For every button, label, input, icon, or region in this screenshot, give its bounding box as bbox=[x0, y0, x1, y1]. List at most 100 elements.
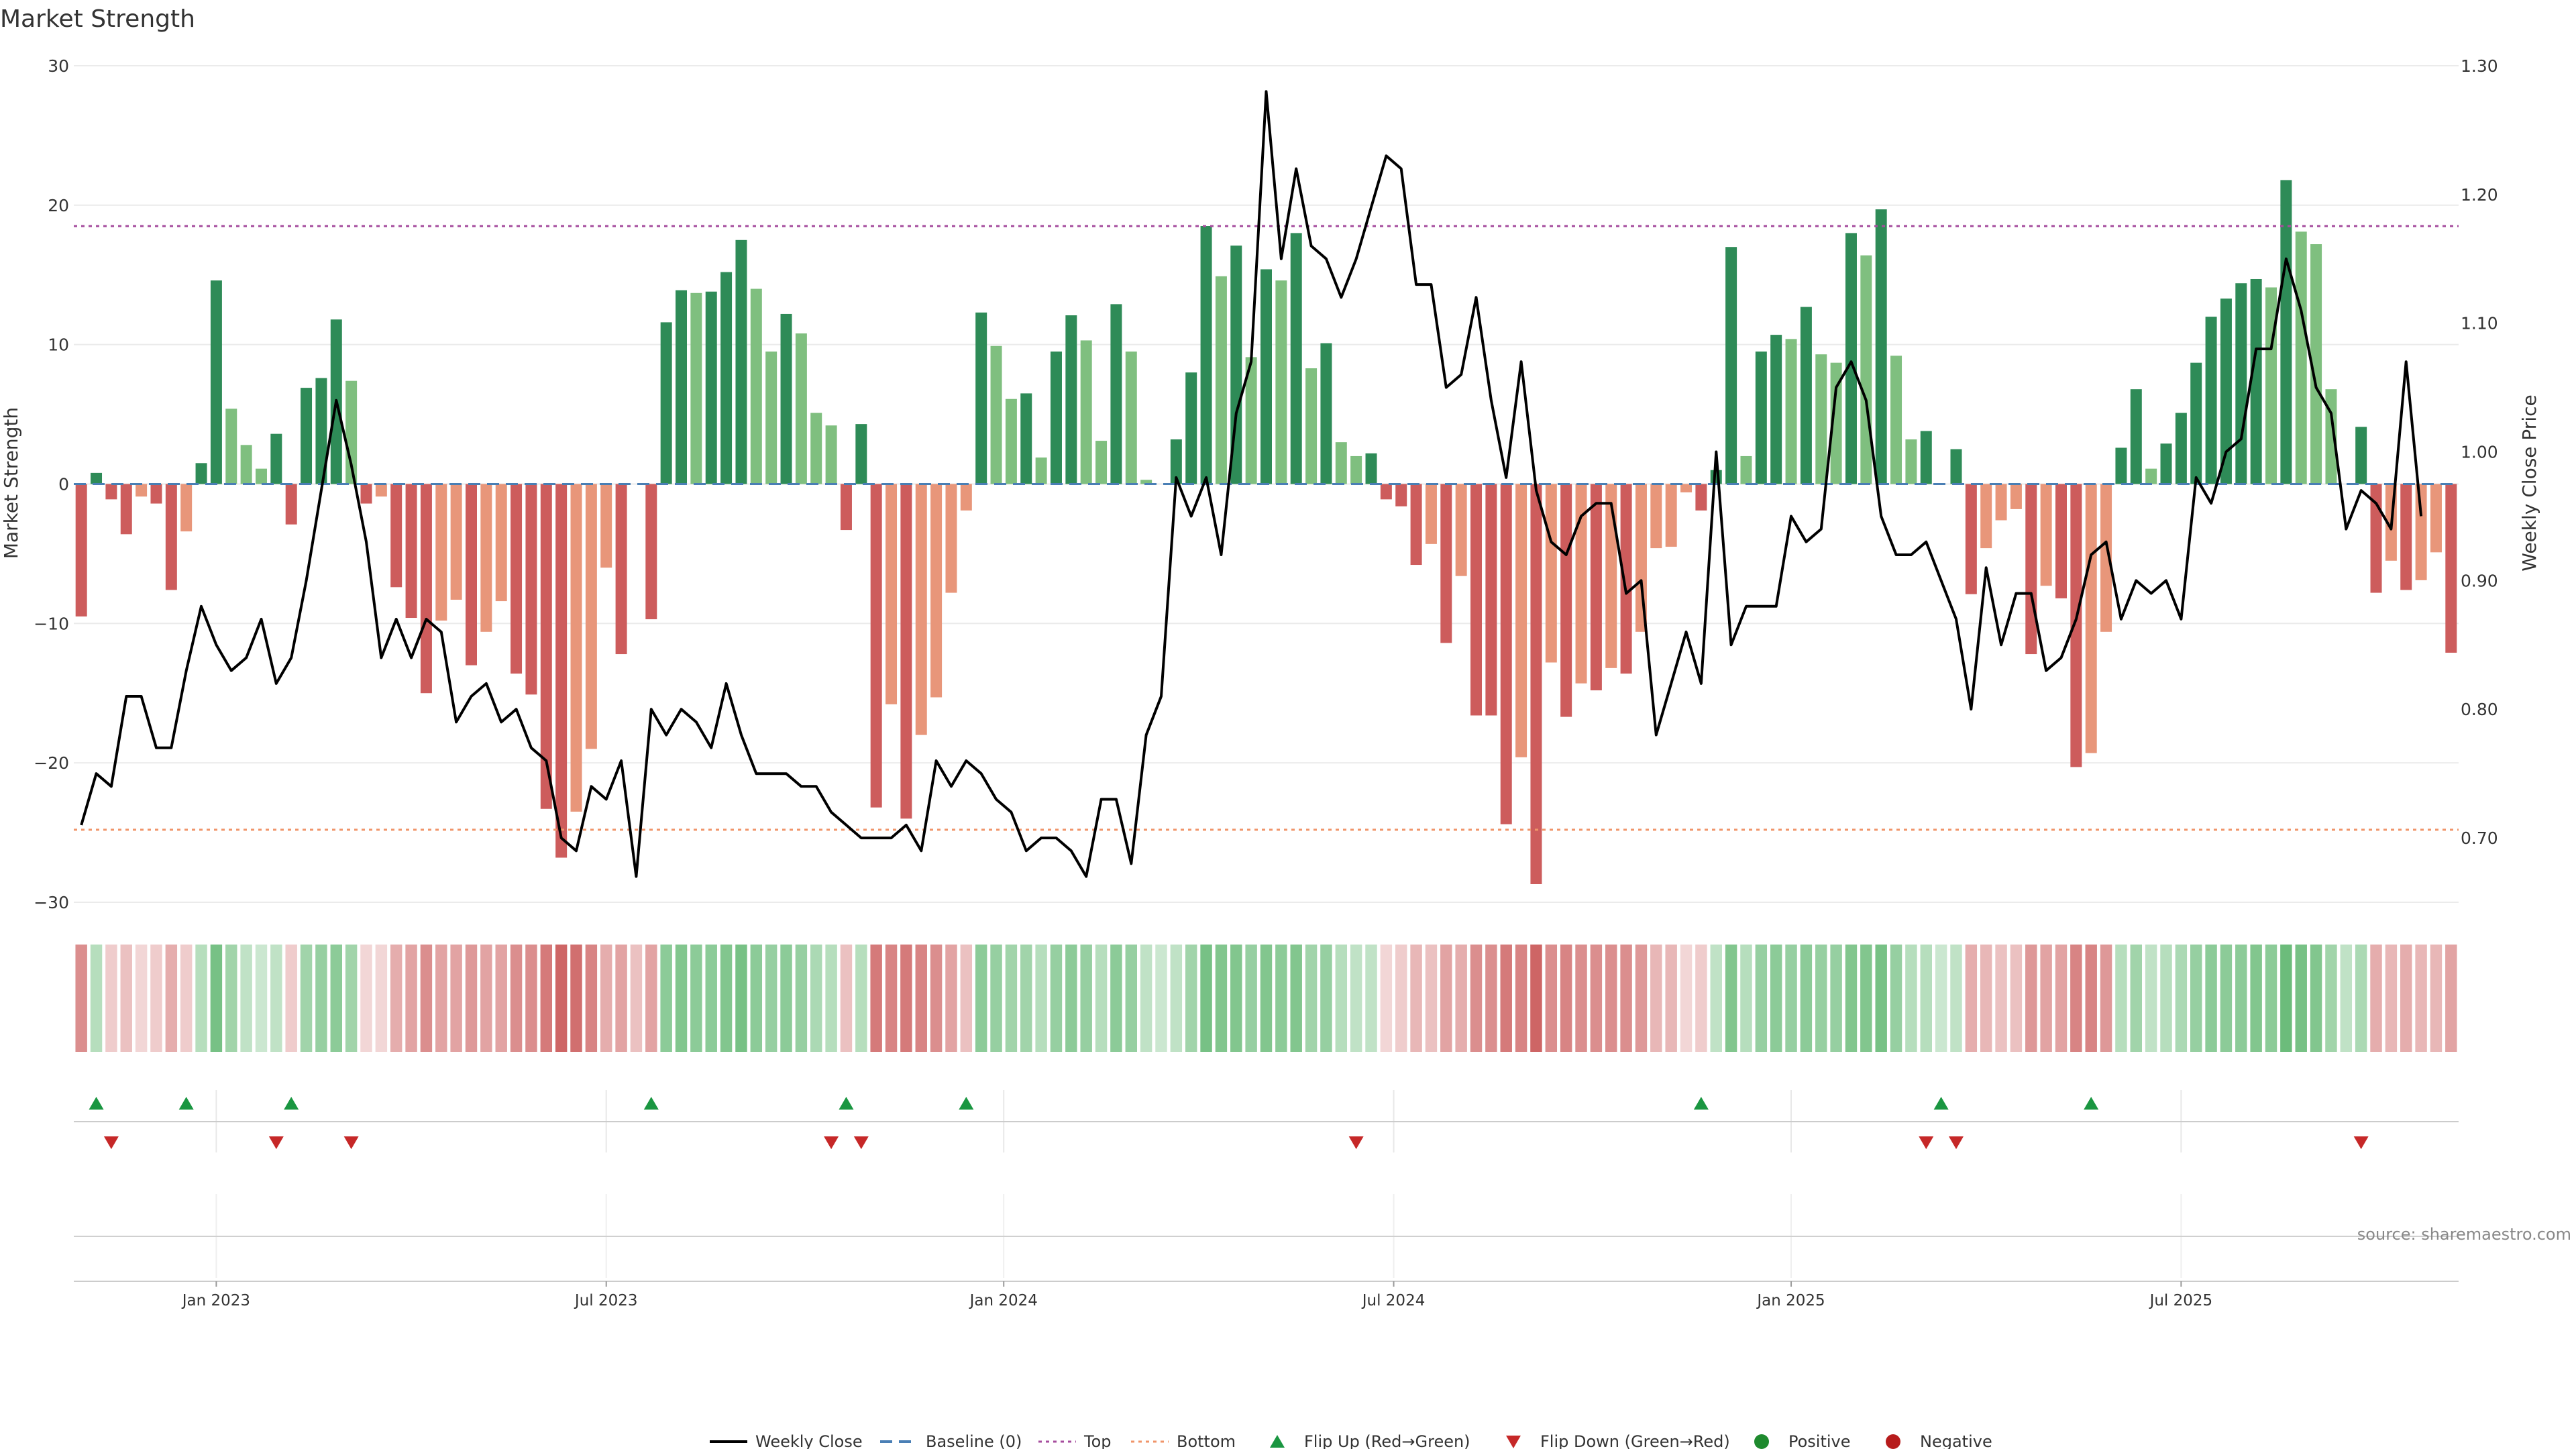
heat-cell bbox=[675, 945, 688, 1052]
heat-cell bbox=[390, 945, 402, 1052]
heat-cell bbox=[315, 945, 327, 1052]
heat-cell bbox=[1005, 945, 1018, 1052]
strength-bar bbox=[1650, 484, 1662, 549]
heat-cell bbox=[2355, 945, 2367, 1052]
strength-bar bbox=[1035, 458, 1047, 484]
heat-cell bbox=[1350, 945, 1362, 1052]
heat-cell bbox=[180, 945, 193, 1052]
strength-bar bbox=[435, 484, 447, 621]
strength-bar bbox=[825, 425, 837, 484]
strength-bar bbox=[255, 468, 267, 484]
heat-cell bbox=[240, 945, 252, 1052]
flip-up-marker bbox=[643, 1097, 659, 1110]
heat-cell bbox=[870, 945, 882, 1052]
strength-bar bbox=[195, 463, 207, 484]
strength-bar bbox=[840, 484, 852, 531]
heat-cell bbox=[1995, 945, 2007, 1052]
heat-cell bbox=[765, 945, 777, 1052]
heat-cell bbox=[555, 945, 568, 1052]
right-tick-label: 0.80 bbox=[2461, 700, 2498, 719]
heat-cell bbox=[1845, 945, 1858, 1052]
heat-cell bbox=[2175, 945, 2188, 1052]
strength-bar bbox=[1125, 352, 1137, 484]
x-tick-label: Jan 2023 bbox=[181, 1292, 250, 1309]
strength-bar bbox=[960, 484, 972, 511]
x-tick-label: Jul 2024 bbox=[1361, 1292, 1426, 1309]
heat-cell bbox=[660, 945, 672, 1052]
strength-bar bbox=[2400, 484, 2412, 590]
strength-bar bbox=[180, 484, 193, 532]
flip-up-marker bbox=[2084, 1097, 2099, 1110]
strength-bar bbox=[780, 313, 792, 484]
strength-bar bbox=[91, 472, 103, 484]
strength-bar bbox=[1590, 484, 1602, 691]
strength-bar bbox=[1110, 304, 1122, 484]
heat-cell bbox=[1815, 945, 1827, 1052]
heat-cell bbox=[1545, 945, 1558, 1052]
legend-swatch-triangle-up bbox=[1270, 1435, 1285, 1448]
strength-bar bbox=[915, 484, 927, 735]
heat-cell bbox=[930, 945, 943, 1052]
heat-cell bbox=[75, 945, 87, 1052]
legend-label: Negative bbox=[1920, 1432, 1992, 1449]
heat-cell bbox=[2340, 945, 2353, 1052]
strength-bar bbox=[2160, 443, 2172, 484]
strength-bar bbox=[2310, 244, 2322, 484]
strength-bar bbox=[2055, 484, 2067, 598]
heat-cell bbox=[1290, 945, 1302, 1052]
strength-bar bbox=[2415, 484, 2427, 580]
heat-cell bbox=[2325, 945, 2337, 1052]
strength-bar bbox=[2430, 484, 2442, 553]
strength-bars bbox=[75, 180, 2457, 884]
strength-bar bbox=[945, 484, 957, 593]
legend-item: Flip Down (Green→Red) bbox=[1506, 1432, 1730, 1449]
heat-cell bbox=[780, 945, 792, 1052]
heat-cell bbox=[2160, 945, 2172, 1052]
strength-bar bbox=[210, 280, 222, 484]
strength-bar bbox=[1695, 484, 1707, 511]
heat-strip bbox=[75, 945, 2457, 1052]
heat-cell bbox=[1590, 945, 1603, 1052]
x-axis: Jan 2023 Jul 2023 Jan 2024 Jul 2024 Jan 2025… bbox=[74, 1281, 2459, 1309]
strength-bar bbox=[120, 484, 132, 535]
legend-item: Baseline (0) bbox=[880, 1432, 1022, 1449]
heat-cell bbox=[420, 945, 433, 1052]
heat-cell bbox=[630, 945, 643, 1052]
strength-bar bbox=[555, 484, 568, 858]
strength-bar bbox=[1170, 439, 1182, 484]
heat-cell bbox=[1485, 945, 1497, 1052]
heat-cell bbox=[2205, 945, 2217, 1052]
strength-bar bbox=[1395, 484, 1407, 506]
heat-cell bbox=[1605, 945, 1617, 1052]
x-tick-label: Jan 2024 bbox=[969, 1292, 1038, 1309]
strength-bar bbox=[660, 322, 672, 484]
strength-bar bbox=[75, 484, 87, 616]
heat-cell bbox=[1830, 945, 1842, 1052]
legend-item: Bottom bbox=[1131, 1432, 1236, 1449]
legend-item: Flip Up (Red→Green) bbox=[1270, 1432, 1470, 1449]
heat-cell bbox=[1710, 945, 1722, 1052]
strength-bar bbox=[1920, 431, 1932, 484]
flip-down-marker bbox=[2353, 1136, 2369, 1149]
heat-cell bbox=[645, 945, 657, 1052]
strength-bar bbox=[2115, 447, 2127, 484]
heat-cell bbox=[1575, 945, 1587, 1052]
legend-swatch-triangle-down bbox=[1506, 1436, 1521, 1448]
strength-bar bbox=[1605, 484, 1617, 668]
heat-cell bbox=[1665, 945, 1677, 1052]
strength-bar bbox=[1530, 484, 1542, 884]
legend-item: Weekly Close bbox=[710, 1432, 863, 1449]
left-tick-label: −20 bbox=[34, 753, 69, 773]
strength-bar bbox=[1260, 269, 1272, 484]
strength-bar bbox=[930, 484, 943, 698]
strength-bar bbox=[1815, 354, 1827, 484]
strength-bar bbox=[2325, 389, 2337, 484]
heat-cell bbox=[690, 945, 702, 1052]
strength-bar bbox=[285, 484, 297, 525]
strength-bar bbox=[1785, 339, 1797, 484]
strength-bar bbox=[375, 484, 387, 497]
heat-cell bbox=[1050, 945, 1063, 1052]
heat-cell bbox=[1725, 945, 1737, 1052]
strength-bar bbox=[1890, 356, 1902, 484]
strength-bar bbox=[1245, 357, 1257, 484]
